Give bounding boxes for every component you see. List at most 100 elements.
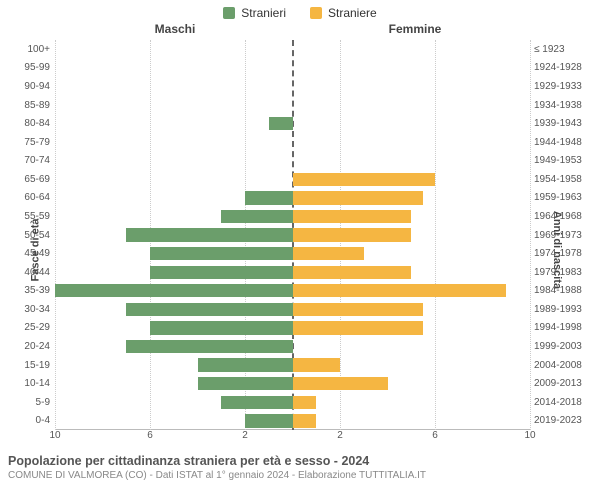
pyramid-row: 65-691954-1958 xyxy=(55,170,530,189)
age-label: 40-44 xyxy=(10,267,50,278)
birth-years-label: 1969-1973 xyxy=(534,230,592,241)
age-label: 20-24 xyxy=(10,341,50,352)
column-headers: Maschi Femmine xyxy=(0,22,600,36)
birth-years-label: 1994-1998 xyxy=(534,322,592,333)
bar-male xyxy=(150,247,293,260)
birth-years-label: 1979-1983 xyxy=(534,267,592,278)
legend-label-female: Straniere xyxy=(328,6,377,20)
legend: Stranieri Straniere xyxy=(0,0,600,20)
bar-male xyxy=(150,321,293,334)
birth-years-label: 1934-1938 xyxy=(534,100,592,111)
bar-male xyxy=(221,210,292,223)
bar-female xyxy=(293,321,424,334)
age-label: 50-54 xyxy=(10,230,50,241)
pyramid-row: 5-92014-2018 xyxy=(55,393,530,412)
birth-years-label: 1939-1943 xyxy=(534,118,592,129)
bar-female xyxy=(293,228,412,241)
footer: Popolazione per cittadinanza straniera p… xyxy=(0,448,600,481)
legend-label-male: Stranieri xyxy=(241,6,286,20)
age-label: 85-89 xyxy=(10,100,50,111)
chart-container: Stranieri Straniere Maschi Femmine Fasce… xyxy=(0,0,600,500)
birth-years-label: 1929-1933 xyxy=(534,81,592,92)
bar-male xyxy=(55,284,293,297)
bar-male xyxy=(198,377,293,390)
chart-subtitle: COMUNE DI VALMOREA (CO) - Dati ISTAT al … xyxy=(8,470,592,481)
birth-years-label: 1964-1968 xyxy=(534,211,592,222)
birth-years-label: 2014-2018 xyxy=(534,397,592,408)
bar-male xyxy=(269,117,293,130)
age-label: 5-9 xyxy=(10,397,50,408)
legend-swatch-female xyxy=(310,7,322,19)
bar-male xyxy=(245,191,293,204)
age-label: 45-49 xyxy=(10,248,50,259)
birth-years-label: 1974-1978 xyxy=(534,248,592,259)
pyramid-row: 45-491974-1978 xyxy=(55,244,530,263)
bar-male xyxy=(126,228,292,241)
bar-female xyxy=(293,173,436,186)
legend-item-male: Stranieri xyxy=(223,6,286,20)
age-label: 90-94 xyxy=(10,81,50,92)
age-label: 10-14 xyxy=(10,378,50,389)
age-label: 95-99 xyxy=(10,62,50,73)
birth-years-label: 1954-1958 xyxy=(534,174,592,185)
pyramid-row: 60-641959-1963 xyxy=(55,189,530,208)
x-axis: 22661010 xyxy=(55,430,530,448)
birth-years-label: 1949-1953 xyxy=(534,155,592,166)
x-tick: 10 xyxy=(524,430,535,441)
birth-years-label: 1959-1963 xyxy=(534,192,592,203)
age-label: 35-39 xyxy=(10,285,50,296)
pyramid-row: 30-341989-1993 xyxy=(55,300,530,319)
age-label: 25-29 xyxy=(10,322,50,333)
age-label: 0-4 xyxy=(10,415,50,426)
birth-years-label: 1944-1948 xyxy=(534,137,592,148)
age-label: 65-69 xyxy=(10,174,50,185)
bar-male xyxy=(126,340,292,353)
pyramid-row: 80-841939-1943 xyxy=(55,114,530,133)
bar-female xyxy=(293,396,317,409)
bar-female xyxy=(293,266,412,279)
column-header-female: Femmine xyxy=(300,22,600,36)
pyramid-row: 100+≤ 1923 xyxy=(55,40,530,59)
pyramid-row: 40-441979-1983 xyxy=(55,263,530,282)
plot-area: 100+≤ 192395-991924-192890-941929-193385… xyxy=(55,40,530,430)
pyramid-row: 85-891934-1938 xyxy=(55,96,530,115)
birth-years-label: 1984-1988 xyxy=(534,285,592,296)
pyramid-row: 10-142009-2013 xyxy=(55,374,530,393)
pyramid-row: 70-741949-1953 xyxy=(55,151,530,170)
age-label: 15-19 xyxy=(10,360,50,371)
birth-years-label: 2009-2013 xyxy=(534,378,592,389)
bar-male xyxy=(126,303,292,316)
birth-years-label: 1999-2003 xyxy=(534,341,592,352)
birth-years-label: 1989-1993 xyxy=(534,304,592,315)
pyramid-rows: 100+≤ 192395-991924-192890-941929-193385… xyxy=(55,40,530,430)
bar-female xyxy=(293,210,412,223)
pyramid-row: 75-791944-1948 xyxy=(55,133,530,152)
age-label: 75-79 xyxy=(10,137,50,148)
legend-swatch-male xyxy=(223,7,235,19)
x-tick: 2 xyxy=(337,430,343,441)
bar-female xyxy=(293,247,364,260)
age-label: 80-84 xyxy=(10,118,50,129)
column-header-male: Maschi xyxy=(0,22,300,36)
bar-female xyxy=(293,358,341,371)
pyramid-row: 55-591964-1968 xyxy=(55,207,530,226)
pyramid-row: 95-991924-1928 xyxy=(55,59,530,78)
bar-female xyxy=(293,303,424,316)
pyramid-row: 0-42019-2023 xyxy=(55,412,530,431)
bar-male xyxy=(245,414,293,427)
age-label: 60-64 xyxy=(10,192,50,203)
age-label: 55-59 xyxy=(10,211,50,222)
bar-female xyxy=(293,191,424,204)
bar-female xyxy=(293,377,388,390)
x-tick: 2 xyxy=(242,430,248,441)
bar-female xyxy=(293,414,317,427)
x-tick: 10 xyxy=(49,430,60,441)
birth-years-label: 2019-2023 xyxy=(534,415,592,426)
pyramid-row: 90-941929-1933 xyxy=(55,77,530,96)
bar-male xyxy=(221,396,292,409)
legend-item-female: Straniere xyxy=(310,6,377,20)
pyramid-row: 35-391984-1988 xyxy=(55,282,530,301)
birth-years-label: 1924-1928 xyxy=(534,62,592,73)
chart-title: Popolazione per cittadinanza straniera p… xyxy=(8,454,592,468)
bar-female xyxy=(293,284,507,297)
